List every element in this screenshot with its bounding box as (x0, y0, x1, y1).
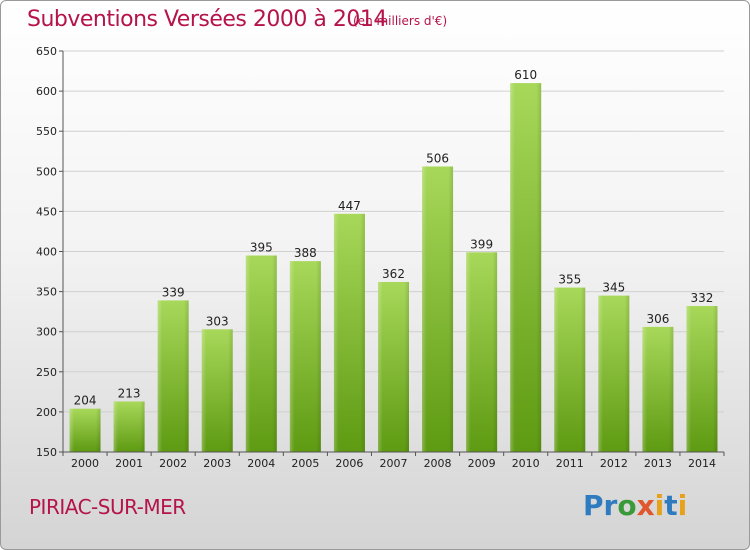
logo-letter: P (583, 489, 604, 522)
bar-shade (598, 295, 630, 452)
y-tick-label: 650 (36, 45, 57, 58)
y-tick-label: 300 (36, 326, 57, 339)
bar-shade (69, 408, 101, 452)
data-label: 355 (558, 273, 581, 287)
data-label: 303 (206, 314, 229, 328)
data-label: 339 (162, 285, 185, 299)
data-label: 332 (691, 291, 714, 305)
chart-subtitle: (en milliers d'€) (353, 14, 448, 28)
data-label: 447 (338, 199, 361, 213)
y-tick-label: 500 (36, 165, 57, 178)
x-tick-label: 2007 (380, 457, 408, 470)
data-label: 610 (514, 68, 537, 82)
y-tick-label: 600 (36, 85, 57, 98)
bar-shade (157, 300, 189, 452)
x-tick-label: 2011 (556, 457, 584, 470)
x-tick-label: 2000 (71, 457, 99, 470)
x-tick-label: 2002 (159, 457, 187, 470)
data-label: 204 (74, 394, 97, 408)
x-tick-label: 2012 (600, 457, 628, 470)
logo-letter: x (636, 489, 655, 522)
axes: 150 200 250 300 350 400 450 500 550 600 650 2000 200… (36, 45, 725, 470)
x-tick-label: 2010 (512, 457, 540, 470)
bar-shade (289, 261, 321, 452)
x-tick-label: 2013 (644, 457, 672, 470)
bar-shade (245, 255, 277, 452)
data-label: 213 (118, 386, 141, 400)
x-tick-label: 2008 (424, 457, 452, 470)
x-tick-label: 2005 (291, 457, 319, 470)
x-tick-label: 2014 (688, 457, 716, 470)
logo-letter: o (617, 489, 637, 522)
bar-shade (333, 213, 365, 452)
y-tick-label: 200 (36, 406, 57, 419)
y-tick-label: 450 (36, 205, 57, 218)
x-tick-label: 2006 (335, 457, 363, 470)
y-tick-label: 250 (36, 366, 57, 379)
bar-shade (378, 281, 409, 452)
logo-letter: i (677, 489, 688, 522)
chart-title: Subventions Versées 2000 à 2014 (27, 7, 387, 32)
bar-shade (466, 252, 498, 452)
bar-shade (113, 401, 145, 452)
data-label: 506 (426, 151, 449, 165)
bars: 204 213 339 303 395 388 447 362 506 399 610 355 345 3… (69, 68, 718, 452)
bar-shade (554, 287, 586, 452)
x-tick-label: 2003 (203, 457, 231, 470)
x-tick-label: 2001 (115, 457, 143, 470)
logo-letter: i (654, 489, 665, 522)
data-label: 388 (294, 246, 317, 260)
data-label: 399 (470, 237, 493, 251)
y-tick-label: 350 (36, 286, 57, 299)
data-label: 306 (646, 312, 669, 326)
logo-letter: r (603, 489, 618, 522)
data-label: 362 (382, 267, 405, 281)
bar-shade (686, 306, 718, 452)
bar-shade (422, 166, 454, 452)
logo-letter: t (664, 489, 678, 522)
bar-shade (642, 326, 674, 452)
data-label: 395 (250, 241, 273, 255)
y-tick-label: 150 (36, 446, 57, 459)
bar-shade (510, 83, 542, 452)
place-name: PIRIAC-SUR-MER (29, 495, 186, 519)
x-tick-label: 2009 (468, 457, 496, 470)
y-tick-label: 550 (36, 125, 57, 138)
proxiti-logo: Proxiti (583, 489, 687, 522)
y-tick-label: 400 (36, 246, 57, 259)
x-tick-label: 2004 (247, 457, 275, 470)
bar-shade (201, 329, 233, 452)
data-label: 345 (602, 281, 625, 295)
